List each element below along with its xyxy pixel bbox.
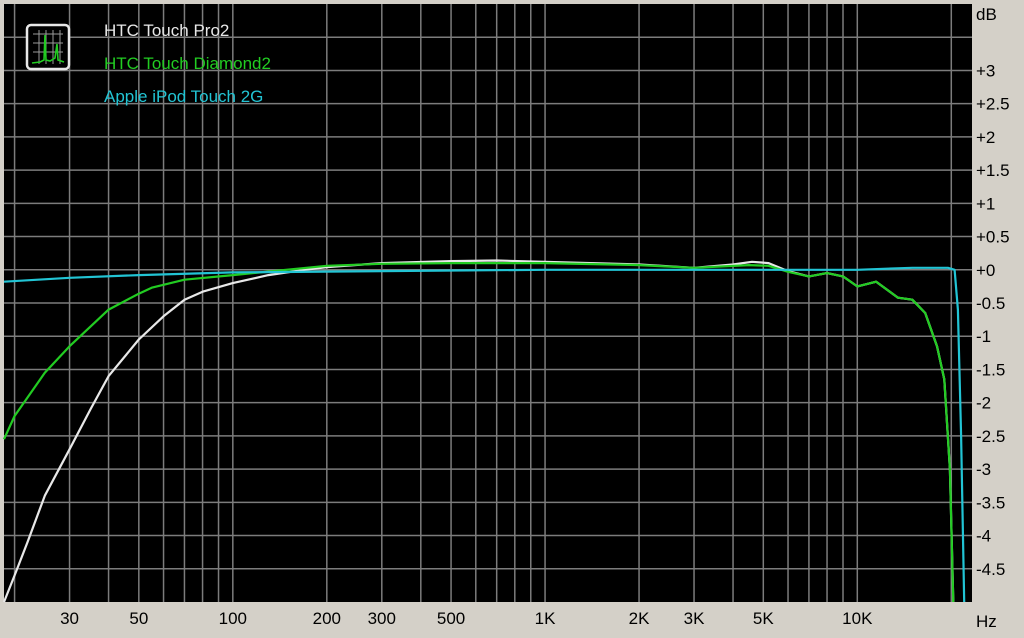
x-tick-label: 500 xyxy=(437,609,465,628)
legend-entry-htc-touch-diamond2: HTC Touch Diamond2 xyxy=(104,54,271,73)
legend-entry-apple-ipod-touch-2g: Apple iPod Touch 2G xyxy=(104,87,263,106)
x-tick-label: 1K xyxy=(535,609,556,628)
icon-spectrum xyxy=(31,34,65,64)
y-tick-label: -3.5 xyxy=(976,493,1005,512)
y-tick-label: +0.5 xyxy=(976,228,1010,247)
series-line-apple-ipod-touch-2g xyxy=(3,266,966,603)
x-tick-label: 3K xyxy=(684,609,705,628)
y-tick-label: -2.5 xyxy=(976,427,1005,446)
y-tick-label: +2 xyxy=(976,128,995,147)
series-line-htc-touch-diamond2 xyxy=(2,262,955,603)
legend-entry-htc-touch-pro2: HTC Touch Pro2 xyxy=(104,21,229,40)
legend: HTC Touch Pro2 HTC Touch Diamond2 Apple … xyxy=(104,21,271,106)
y-tick-label: -4.5 xyxy=(976,560,1005,579)
y-tick-label: +1 xyxy=(976,194,995,213)
y-tick-label: -4 xyxy=(976,527,991,546)
y-tick-labels: +3 +2.5 +2 +1.5 +1 +0.5 +0 -0.5 -1 -1.5 -2 -2.5 -3 -3… xyxy=(976,61,1010,578)
y-tick-label: -3 xyxy=(976,460,991,479)
x-tick-label: 2K xyxy=(629,609,650,628)
y-tick-label: -0.5 xyxy=(976,294,1005,313)
app-icon xyxy=(25,23,71,71)
y-tick-label: -1.5 xyxy=(976,360,1005,379)
x-tick-label: 200 xyxy=(313,609,341,628)
x-tick-label: 5K xyxy=(753,609,774,628)
y-tick-label: +1.5 xyxy=(976,161,1010,180)
y-tick-label: -2 xyxy=(976,394,991,413)
x-tick-label: 30 xyxy=(60,609,79,628)
x-tick-label: 100 xyxy=(219,609,247,628)
x-axis-unit-label: Hz xyxy=(976,612,997,631)
y-axis-unit-label: dB xyxy=(976,5,997,24)
curves xyxy=(2,259,966,603)
x-tick-label: 300 xyxy=(368,609,396,628)
y-tick-label: +0 xyxy=(976,261,995,280)
y-tick-label: -1 xyxy=(976,327,991,346)
x-tick-label: 50 xyxy=(129,609,148,628)
x-tick-labels: 30 50 100 200 300 500 1K 2K 3K 5K 10K xyxy=(60,609,873,628)
y-tick-label: +3 xyxy=(976,61,995,80)
x-tick-label: 10K xyxy=(842,609,873,628)
y-tick-label: +2.5 xyxy=(976,95,1010,114)
